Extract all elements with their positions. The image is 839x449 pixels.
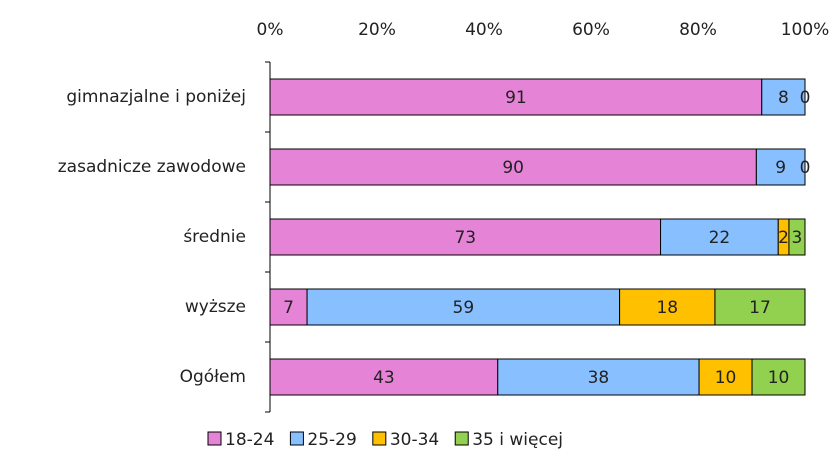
legend-label: 18-24 [225,430,274,449]
bar-segment [269,358,499,396]
data-label: 18 [656,298,678,318]
bar-segment [306,288,621,326]
bar-segment [755,148,806,186]
data-label: 8 [778,88,789,108]
data-label: 73 [454,228,476,248]
y-tick-label: Ogółem [180,367,246,387]
data-label: 38 [588,368,610,388]
legend-label: 35 i więcej [472,430,563,449]
legend-swatch [372,431,387,446]
y-tick-label: gimnazjalne i poniżej [66,87,246,107]
legend-swatch [289,431,304,446]
legend-label: 25-29 [307,430,356,449]
x-tick-label: 40% [465,20,503,40]
data-label: 10 [768,368,790,388]
y-tick-label: średnie [183,227,246,247]
data-label: 0 [800,88,811,108]
bar-segment [497,358,700,396]
data-label: 22 [709,228,731,248]
bar-segment [269,148,757,186]
data-label: 2 [778,228,789,248]
bar-segment [269,288,308,326]
legend-swatch [207,431,222,446]
bar-segment [788,218,806,256]
bar-segment [660,218,779,256]
bar-segment [714,288,806,326]
data-label: 43 [373,368,395,388]
y-tick-label: zasadnicze zawodowe [58,157,246,177]
data-label: 9 [775,158,786,178]
data-label: 7 [283,298,294,318]
x-tick-label: 80% [679,20,717,40]
legend-label: 30-34 [390,430,439,449]
x-tick-label: 100% [781,20,830,40]
data-label: 59 [453,298,475,318]
x-tick-label: 60% [572,20,610,40]
data-label: 17 [749,298,771,318]
x-tick-label: 0% [257,20,284,40]
data-label: 0 [800,158,811,178]
x-tick-label: 20% [358,20,396,40]
y-tick-label: wyższe [185,297,246,317]
bar-segment [269,78,763,116]
bar-segment [269,218,662,256]
data-label: 91 [505,88,527,108]
legend-swatch [454,431,469,446]
data-label: 3 [792,228,803,248]
bar-segment [751,358,806,396]
bar-segment [698,358,753,396]
bar-segment [761,78,806,116]
data-label: 10 [715,368,737,388]
data-label: 90 [502,158,524,178]
bar-segment [619,288,716,326]
